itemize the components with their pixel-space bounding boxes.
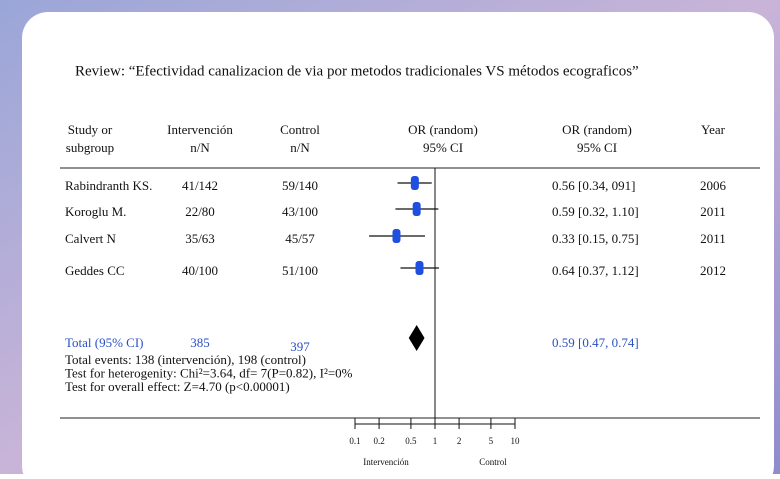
column-header: n/N: [290, 140, 310, 155]
column-header: n/N: [190, 140, 210, 155]
chart-title: Review: “Efectividad canalizacion de via…: [75, 63, 639, 79]
column-header: Study or: [68, 122, 113, 137]
column-header: Year: [701, 122, 726, 137]
x-tick-label: 0.2: [373, 436, 384, 446]
chart: Review: “Efectividad canalizacion de via…: [0, 0, 780, 474]
intervention-count: 22/80: [185, 204, 215, 219]
x-tick-label: 5: [489, 436, 494, 446]
ci-label: 0.64 [0.37, 1.12]: [552, 263, 639, 278]
ci-label: 0.33 [0.15, 0.75]: [552, 231, 639, 246]
year: 2012: [700, 263, 726, 278]
x-tick-label: 10: [511, 436, 521, 446]
study-name: Koroglu M.: [65, 204, 126, 219]
x-tick-label: 1: [433, 436, 438, 446]
point-estimate: [413, 202, 421, 216]
column-header: 95% CI: [423, 140, 463, 155]
ci-label: 0.56 [0.34, 091]: [552, 178, 635, 193]
x-side-label: Control: [479, 457, 507, 467]
column-header: 95% CI: [577, 140, 617, 155]
year: 2011: [700, 204, 726, 219]
column-header: OR (random): [562, 122, 632, 137]
column-header: OR (random): [408, 122, 478, 137]
control-count: 51/100: [282, 263, 318, 278]
card: [22, 12, 774, 474]
control-count: 45/57: [285, 231, 315, 246]
intervention-count: 41/142: [182, 178, 218, 193]
x-tick-label: 0.1: [349, 436, 360, 446]
x-tick-label: 2: [457, 436, 462, 446]
control-count: 43/100: [282, 204, 318, 219]
total-name: Total (95% CI): [65, 335, 144, 350]
point-estimate: [411, 176, 419, 190]
year: 2006: [700, 178, 727, 193]
column-header: subgroup: [66, 140, 114, 155]
study-name: Geddes CC: [65, 263, 125, 278]
page: {"chart_data": {"type": "forest", "title…: [0, 0, 780, 474]
total-intervention: 385: [190, 335, 210, 350]
study-name: Calvert N: [65, 231, 117, 246]
total-ci-label: 0.59 [0.47, 0.74]: [552, 335, 639, 350]
column-header: Control: [280, 122, 320, 137]
ci-label: 0.59 [0.32, 1.10]: [552, 204, 639, 219]
note: Test for overall effect: Z=4.70 (p<0.000…: [65, 379, 290, 394]
year: 2011: [700, 231, 726, 246]
column-header: Intervención: [167, 122, 233, 137]
intervention-count: 40/100: [182, 263, 218, 278]
control-count: 59/140: [282, 178, 318, 193]
x-tick-label: 0.5: [405, 436, 417, 446]
study-name: Rabindranth KS.: [65, 178, 152, 193]
x-side-label: Intervención: [363, 457, 409, 467]
point-estimate: [392, 229, 400, 243]
point-estimate: [415, 261, 423, 275]
intervention-count: 35/63: [185, 231, 215, 246]
